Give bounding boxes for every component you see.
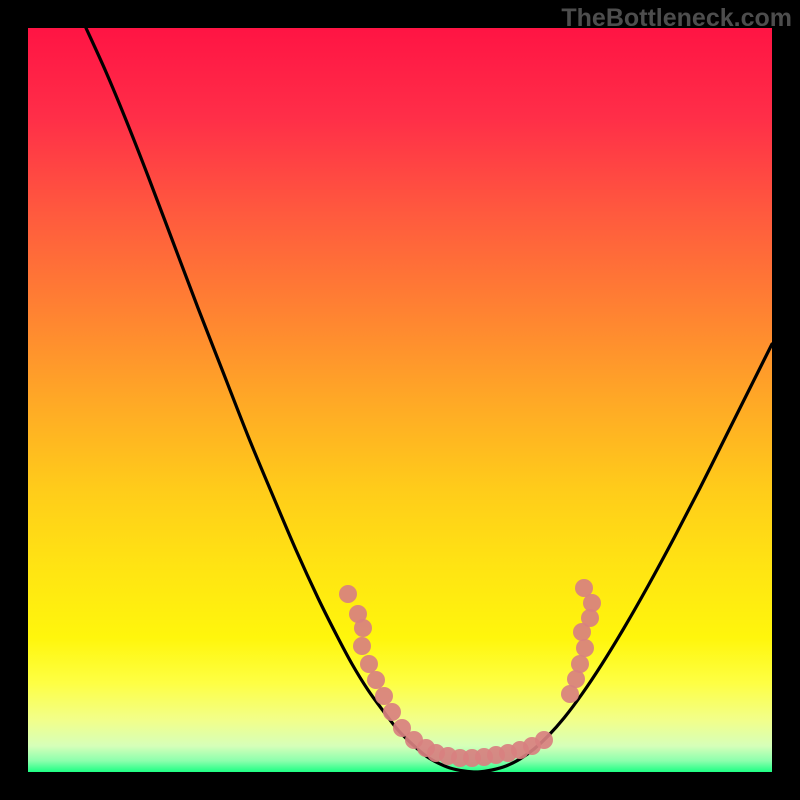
data-point <box>571 655 589 673</box>
data-point <box>354 619 372 637</box>
data-point <box>575 579 593 597</box>
data-point <box>383 703 401 721</box>
data-point <box>367 671 385 689</box>
data-point <box>339 585 357 603</box>
data-point <box>353 637 371 655</box>
data-point <box>576 639 594 657</box>
data-point <box>375 687 393 705</box>
data-point <box>360 655 378 673</box>
watermark-text: TheBottleneck.com <box>561 4 792 33</box>
chart-svg <box>28 28 772 772</box>
gradient-background <box>28 28 772 772</box>
data-point <box>535 731 553 749</box>
plot-area <box>28 28 772 772</box>
